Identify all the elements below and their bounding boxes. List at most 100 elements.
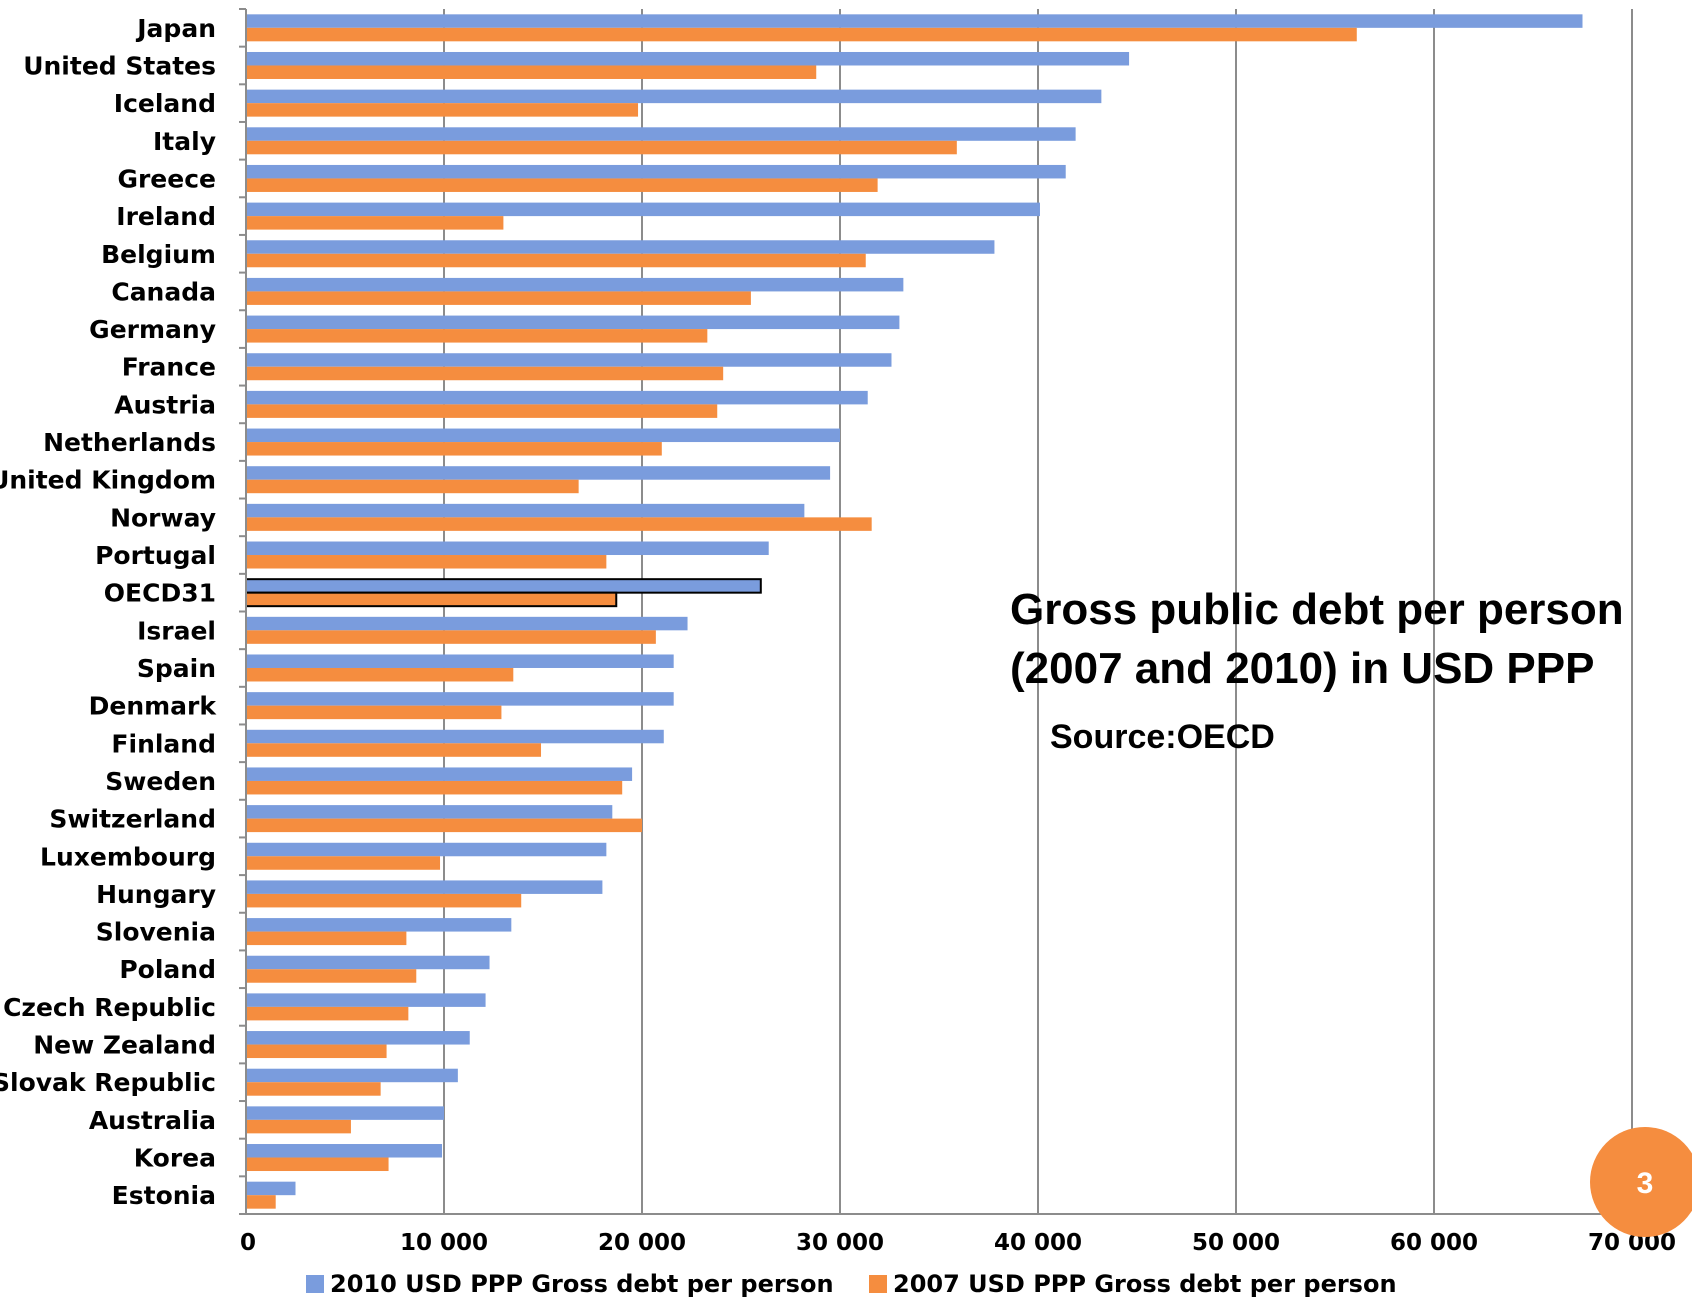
bar-2010-united-states [246, 51, 1130, 66]
bar-2007-united-kingdom [246, 479, 579, 494]
bar-2007-ireland [246, 216, 504, 230]
category-label-slovak-republic: Slovak Republic [0, 1068, 216, 1097]
bar-2010-italy [246, 127, 1076, 141]
legend-swatch-2007 [869, 1275, 887, 1293]
bar-2010-spain [246, 654, 674, 668]
legend: 2010 USD PPP Gross debt per person 2007 … [306, 1270, 1397, 1298]
bar-2010-switzerland [246, 805, 613, 819]
bar-2007-portugal [246, 555, 607, 569]
bar-2010-greece [246, 164, 1066, 179]
category-label-portugal: Portugal [95, 541, 216, 570]
bar-2010-belgium [246, 240, 995, 254]
category-label-germany: Germany [89, 315, 216, 344]
category-label-france: France [122, 353, 216, 382]
category-label-korea: Korea [134, 1144, 216, 1173]
category-label-norway: Norway [110, 503, 216, 532]
bar-2007-israel [246, 630, 656, 644]
chart-source: Source:OECD [1050, 718, 1275, 756]
category-label-belgium: Belgium [101, 240, 216, 269]
x-tick-label: 60 000 [1390, 1230, 1478, 1256]
bar-2010-united-kingdom [246, 466, 831, 480]
x-tick-label: 40 000 [994, 1230, 1082, 1256]
bar-2007-australia [246, 1119, 351, 1134]
category-label-iceland: Iceland [114, 89, 216, 118]
category-label-spain: Spain [137, 654, 216, 683]
bar-2010-czech-republic [246, 993, 486, 1007]
x-tick-label: 20 000 [598, 1230, 686, 1256]
category-label-united-kingdom: United Kingdom [0, 466, 216, 495]
bar-2010-portugal [246, 541, 769, 556]
bar-2007-greece [246, 178, 878, 192]
bar-2010-denmark [246, 692, 674, 706]
bar-2010-france [246, 353, 892, 367]
bar-2007-italy [246, 140, 957, 155]
bar-2010-slovak-republic [246, 1068, 458, 1083]
bar-2007-finland [246, 743, 542, 757]
bar-2007-germany [246, 329, 708, 343]
category-label-luxembourg: Luxembourg [40, 842, 216, 871]
category-label-austria: Austria [114, 390, 216, 419]
legend-label-2007: 2007 USD PPP Gross debt per person [893, 1270, 1397, 1298]
bar-2010-norway [246, 503, 805, 518]
category-label-sweden: Sweden [105, 767, 216, 796]
bar-2010-oecd31 [245, 578, 762, 594]
bar-2007-czech-republic [246, 1006, 409, 1021]
bar-2007-netherlands [246, 442, 662, 456]
page-number-badge: 3 [1590, 1127, 1692, 1237]
bar-2010-estonia [246, 1181, 296, 1196]
bar-2007-united-states [246, 65, 817, 79]
bar-2010-poland [246, 955, 490, 970]
bar-2010-sweden [246, 767, 633, 781]
bar-2010-korea [246, 1144, 443, 1158]
chart-title-line-2: (2007 and 2010) in USD PPP [1010, 644, 1594, 693]
bar-2010-japan [246, 14, 1583, 28]
page-badge-circle [1590, 1127, 1692, 1237]
bar-2007-oecd31 [245, 591, 618, 608]
category-label-ireland: Ireland [116, 202, 216, 231]
category-label-oecd31: OECD31 [104, 579, 216, 608]
category-label-denmark: Denmark [89, 692, 218, 721]
category-label-australia: Australia [89, 1106, 216, 1135]
x-tick-label: 50 000 [1192, 1230, 1280, 1256]
bar-2007-slovak-republic [246, 1082, 381, 1096]
bar-2010-ireland [246, 202, 1040, 217]
x-tick-label: 30 000 [796, 1230, 884, 1256]
bar-2007-switzerland [246, 818, 642, 833]
bar-2010-canada [246, 277, 904, 292]
category-label-israel: Israel [137, 616, 216, 645]
category-label-czech-republic: Czech Republic [3, 993, 216, 1022]
category-label-slovenia: Slovenia [96, 918, 216, 947]
category-label-greece: Greece [117, 164, 216, 193]
bar-2007-korea [246, 1157, 389, 1172]
category-label-switzerland: Switzerland [49, 805, 216, 834]
bar-2010-slovenia [246, 918, 512, 932]
category-label-poland: Poland [119, 955, 216, 984]
bar-2010-netherlands [246, 428, 840, 443]
bar-2010-finland [246, 729, 664, 744]
category-label-united-states: United States [23, 51, 216, 80]
bar-2007-canada [246, 291, 751, 305]
bar-2007-poland [246, 969, 417, 983]
bar-2010-israel [246, 616, 688, 631]
bar-2007-sweden [246, 780, 623, 795]
bar-2007-spain [246, 667, 514, 682]
chart-title-line-1: Gross public debt per person [1010, 585, 1624, 634]
x-tick-label: 10 000 [400, 1230, 488, 1256]
chart-title: Gross public debt per person (2007 and 2… [1010, 585, 1624, 693]
category-label-hungary: Hungary [96, 880, 216, 909]
bar-2007-hungary [246, 893, 522, 908]
bar-2007-austria [246, 404, 718, 418]
bar-2010-germany [246, 315, 900, 330]
legend-label-2010: 2010 USD PPP Gross debt per person [330, 1270, 834, 1298]
bar-2010-austria [246, 390, 868, 405]
legend-swatch-2010 [306, 1275, 324, 1293]
category-label-finland: Finland [111, 729, 216, 758]
axes [239, 8, 1632, 1215]
bar-2007-slovenia [246, 931, 407, 946]
bar-2010-hungary [246, 880, 603, 894]
bar-2007-estonia [246, 1195, 276, 1209]
bar-2010-luxembourg [246, 842, 607, 857]
bar-2007-japan [246, 27, 1357, 42]
bar-2007-iceland [246, 103, 639, 117]
category-labels: Japan United States Iceland Italy Greece Irel… [0, 14, 217, 1210]
